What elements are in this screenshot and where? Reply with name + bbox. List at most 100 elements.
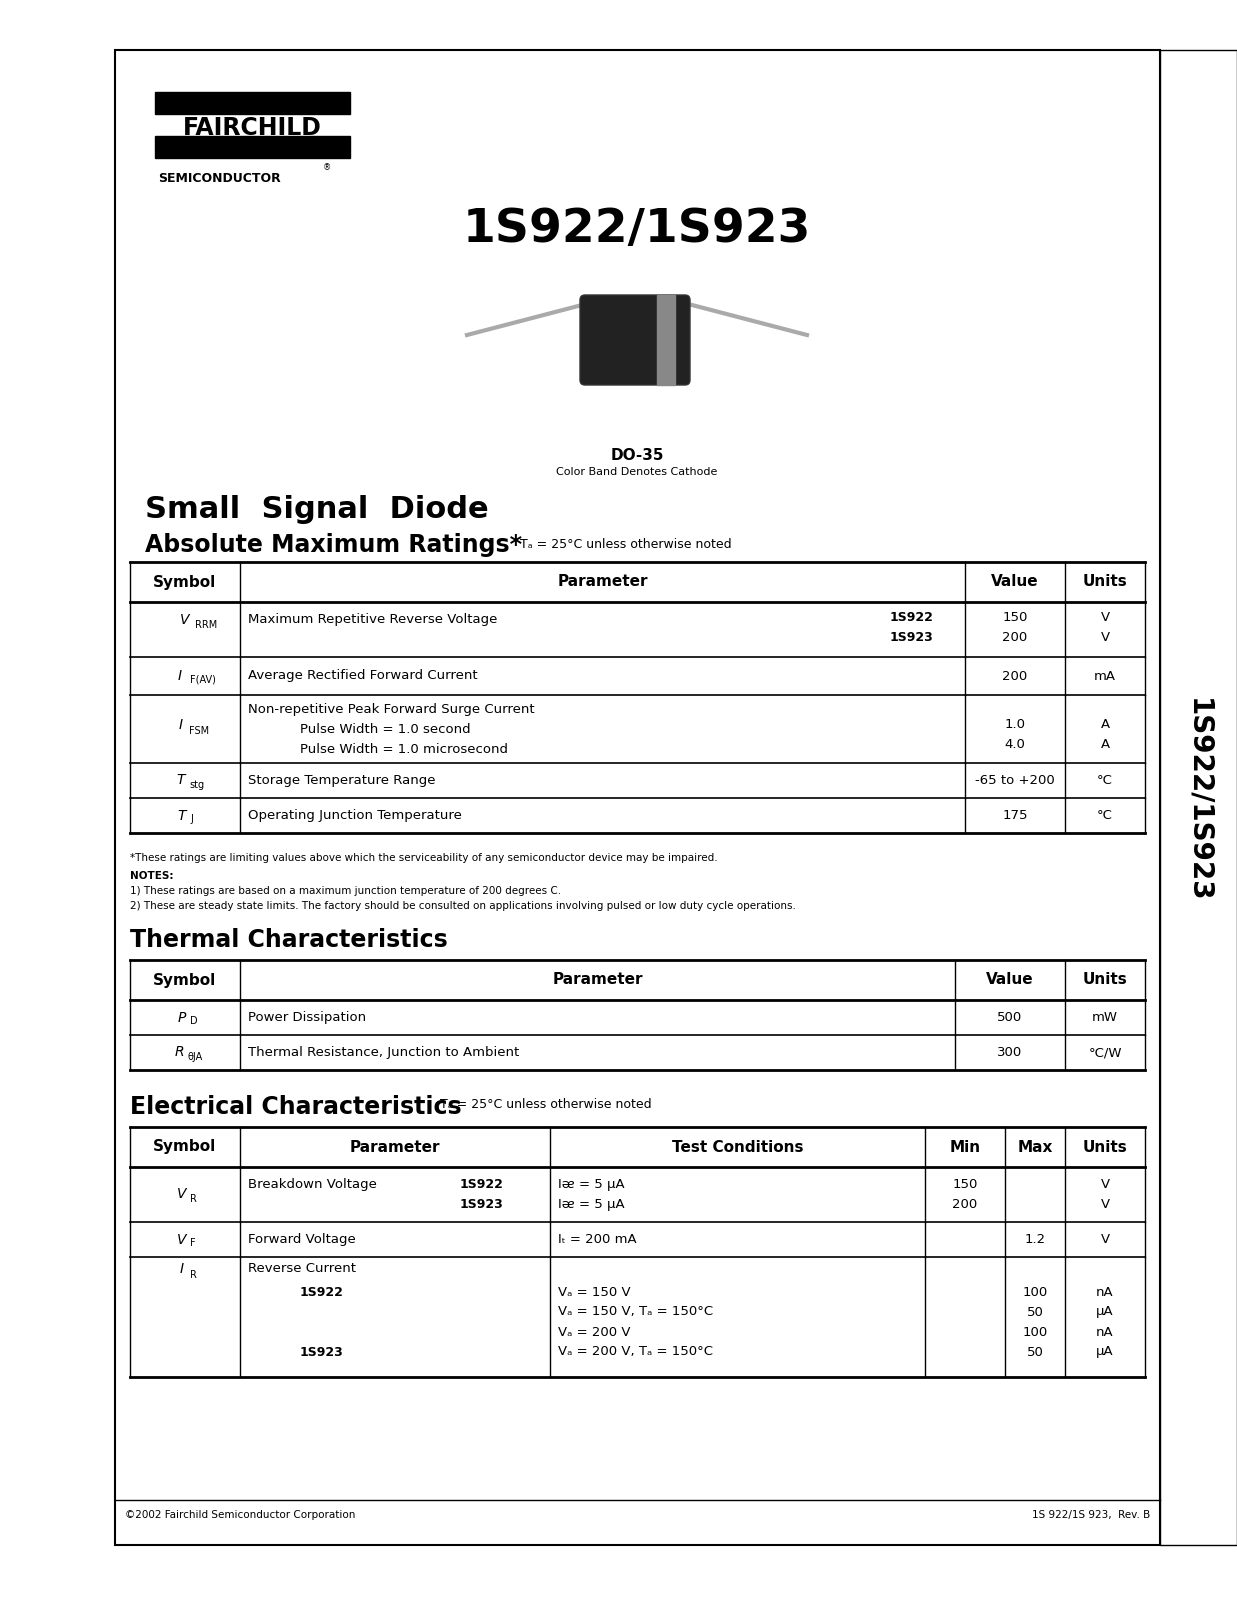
Text: 500: 500: [997, 1011, 1023, 1024]
Text: 200: 200: [952, 1198, 977, 1211]
Text: Vₐ = 200 V: Vₐ = 200 V: [558, 1325, 631, 1339]
Text: A: A: [1101, 718, 1110, 731]
Text: Units: Units: [1082, 574, 1127, 589]
Text: nA: nA: [1096, 1285, 1113, 1299]
Text: Max: Max: [1017, 1139, 1053, 1155]
Text: Non-repetitive Peak Forward Surge Current: Non-repetitive Peak Forward Surge Curren…: [247, 702, 534, 717]
Bar: [115, 50, 1160, 1546]
Text: R: R: [190, 1270, 197, 1280]
Text: V: V: [1101, 1234, 1110, 1246]
Text: R: R: [174, 1045, 184, 1059]
Text: Reverse Current: Reverse Current: [247, 1262, 356, 1275]
Text: RRM: RRM: [195, 621, 218, 630]
Text: V: V: [177, 1232, 187, 1246]
Text: Min: Min: [950, 1139, 981, 1155]
Text: 1S922: 1S922: [301, 1285, 344, 1299]
Text: °C: °C: [1097, 810, 1113, 822]
Text: 100: 100: [1022, 1325, 1048, 1339]
Text: V: V: [1101, 1178, 1110, 1190]
FancyBboxPatch shape: [580, 294, 690, 386]
Text: θJA: θJA: [187, 1051, 203, 1061]
Text: Maximum Repetitive Reverse Voltage: Maximum Repetitive Reverse Voltage: [247, 613, 497, 626]
Text: 150: 150: [952, 1178, 977, 1190]
Text: J: J: [190, 814, 193, 824]
Text: 1S922: 1S922: [889, 611, 934, 624]
Text: mA: mA: [1094, 669, 1116, 683]
Text: Color Band Denotes Cathode: Color Band Denotes Cathode: [557, 467, 717, 477]
Text: Vₐ = 150 V, Tₐ = 150°C: Vₐ = 150 V, Tₐ = 150°C: [558, 1306, 713, 1318]
Text: 1) These ratings are based on a maximum junction temperature of 200 degrees C.: 1) These ratings are based on a maximum …: [130, 886, 562, 896]
Text: Symbol: Symbol: [153, 973, 216, 987]
Text: V: V: [177, 1187, 187, 1202]
Text: Pulse Width = 1.0 microsecond: Pulse Width = 1.0 microsecond: [301, 742, 508, 757]
Text: D: D: [190, 1016, 198, 1027]
Text: R: R: [190, 1194, 197, 1203]
Text: 100: 100: [1022, 1285, 1048, 1299]
Text: °C: °C: [1097, 774, 1113, 787]
Text: 1S923: 1S923: [301, 1346, 344, 1358]
Text: Tₐ = 25°C unless otherwise noted: Tₐ = 25°C unless otherwise noted: [440, 1098, 652, 1110]
Text: Breakdown Voltage: Breakdown Voltage: [247, 1178, 377, 1190]
Text: Vₐ = 150 V: Vₐ = 150 V: [558, 1285, 631, 1299]
Text: 150: 150: [1002, 611, 1028, 624]
Text: 1S922/1S923: 1S922/1S923: [1184, 698, 1212, 902]
Text: Small  Signal  Diode: Small Signal Diode: [145, 496, 489, 525]
Text: 4.0: 4.0: [1004, 739, 1025, 752]
Text: Iₜ = 200 mA: Iₜ = 200 mA: [558, 1234, 637, 1246]
Text: Value: Value: [986, 973, 1034, 987]
Text: 50: 50: [1027, 1346, 1044, 1358]
Text: Symbol: Symbol: [153, 574, 216, 589]
Text: μA: μA: [1096, 1306, 1113, 1318]
Text: Units: Units: [1082, 973, 1127, 987]
Text: °C/W: °C/W: [1089, 1046, 1122, 1059]
Text: 1S923: 1S923: [889, 630, 934, 643]
Text: Vₐ = 200 V, Tₐ = 150°C: Vₐ = 200 V, Tₐ = 150°C: [558, 1346, 713, 1358]
Text: μA: μA: [1096, 1346, 1113, 1358]
Text: I: I: [179, 718, 183, 733]
Text: Operating Junction Temperature: Operating Junction Temperature: [247, 810, 461, 822]
Text: F: F: [190, 1238, 195, 1248]
Text: I: I: [179, 1262, 184, 1277]
Text: Value: Value: [991, 574, 1039, 589]
Text: I: I: [178, 669, 182, 683]
Text: DO-35: DO-35: [610, 448, 664, 462]
Text: NOTES:: NOTES:: [130, 870, 173, 882]
Text: Absolute Maximum Ratings*: Absolute Maximum Ratings*: [145, 533, 522, 557]
Bar: [155, 136, 350, 158]
Text: T: T: [177, 773, 186, 787]
Text: 50: 50: [1027, 1306, 1044, 1318]
Text: Symbol: Symbol: [153, 1139, 216, 1155]
Text: ®: ®: [323, 163, 332, 171]
Text: 1.0: 1.0: [1004, 718, 1025, 731]
Text: V: V: [1101, 611, 1110, 624]
Text: Iᴂ = 5 μA: Iᴂ = 5 μA: [558, 1178, 625, 1190]
Text: Electrical Characteristics: Electrical Characteristics: [130, 1094, 461, 1118]
Text: 1S922/1S923: 1S922/1S923: [463, 208, 811, 253]
Text: Iᴂ = 5 μA: Iᴂ = 5 μA: [558, 1198, 625, 1211]
Text: Test Conditions: Test Conditions: [672, 1139, 803, 1155]
Text: 1S923: 1S923: [460, 1198, 503, 1211]
Text: Forward Voltage: Forward Voltage: [247, 1234, 356, 1246]
Text: 300: 300: [997, 1046, 1023, 1059]
Text: -65 to +200: -65 to +200: [975, 774, 1055, 787]
Bar: [657, 294, 675, 386]
Text: FAIRCHILD: FAIRCHILD: [183, 117, 322, 141]
Text: Thermal Resistance, Junction to Ambient: Thermal Resistance, Junction to Ambient: [247, 1046, 520, 1059]
Text: Parameter: Parameter: [350, 1139, 440, 1155]
Text: nA: nA: [1096, 1325, 1113, 1339]
Text: 1S922: 1S922: [460, 1178, 503, 1190]
Text: SEMICONDUCTOR: SEMICONDUCTOR: [158, 171, 281, 184]
Text: Average Rectified Forward Current: Average Rectified Forward Current: [247, 669, 477, 683]
Text: F(AV): F(AV): [190, 675, 216, 685]
Text: V: V: [1101, 630, 1110, 643]
Text: Units: Units: [1082, 1139, 1127, 1155]
Text: Thermal Characteristics: Thermal Characteristics: [130, 928, 448, 952]
Text: Parameter: Parameter: [552, 973, 643, 987]
Bar: [1160, 50, 1237, 1546]
Text: 200: 200: [1002, 669, 1028, 683]
Text: Pulse Width = 1.0 second: Pulse Width = 1.0 second: [301, 723, 470, 736]
Text: FSM: FSM: [189, 726, 209, 736]
Text: V: V: [1101, 1198, 1110, 1211]
Text: 2) These are steady state limits. The factory should be consulted on application: 2) These are steady state limits. The fa…: [130, 901, 795, 910]
Text: A: A: [1101, 739, 1110, 752]
